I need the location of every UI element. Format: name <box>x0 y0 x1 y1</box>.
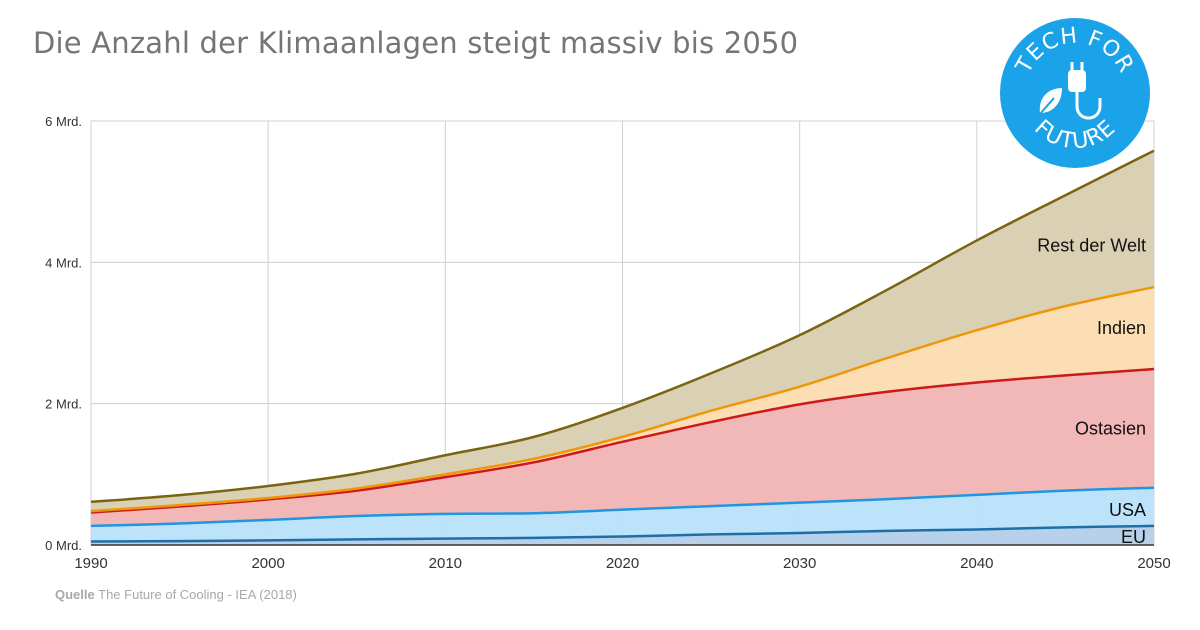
source-label: Quelle <box>55 587 95 602</box>
x-tick-label: 2000 <box>251 555 284 572</box>
line-rest-der-welt <box>90 149 1155 504</box>
area-ostasien <box>91 369 1154 526</box>
x-tick-label: 2050 <box>1137 555 1170 572</box>
line-ostasien <box>90 367 1155 514</box>
series-labels: EU USA Ostasien Indien Rest der Welt <box>1037 236 1146 547</box>
y-tick-label: 2 Mrd. <box>45 397 82 412</box>
line-eu <box>90 524 1155 543</box>
y-tick-label: 6 Mrd. <box>45 114 82 129</box>
series-lines <box>90 149 1155 543</box>
chart-title: Die Anzahl der Klimaanlagen steigt massi… <box>33 26 799 60</box>
axes: 0 Mrd. 2 Mrd. 4 Mrd. 6 Mrd. 1990 2000 2010 2020… <box>45 114 1171 572</box>
y-tick-label: 4 Mrd. <box>45 255 82 270</box>
series-label: Indien <box>1097 318 1146 338</box>
logo-circle <box>1000 18 1150 168</box>
series-label: Rest der Welt <box>1037 236 1146 256</box>
area-rest-der-welt <box>91 150 1154 512</box>
source-note: Quelle The Future of Cooling - IEA (2018… <box>55 587 297 602</box>
line-indien <box>90 285 1155 513</box>
area-usa <box>91 487 1154 542</box>
x-tick-label: 1990 <box>74 555 107 572</box>
tech-for-future-logo: TECH FOR FUTURE <box>1000 18 1150 168</box>
x-tick-label: 2040 <box>960 555 993 572</box>
x-tick-label: 2010 <box>429 555 462 572</box>
plug-leaf-icon <box>1039 62 1102 120</box>
x-tick-label: 2030 <box>783 555 816 572</box>
y-tick-label: 0 Mrd. <box>45 538 82 553</box>
x-tick-label: 2020 <box>606 555 639 572</box>
line-usa <box>90 486 1155 528</box>
series-label: EU <box>1121 527 1146 547</box>
source-text: The Future of Cooling - IEA (2018) <box>98 587 297 602</box>
series-label: Ostasien <box>1075 418 1146 438</box>
series-label: USA <box>1109 500 1146 520</box>
